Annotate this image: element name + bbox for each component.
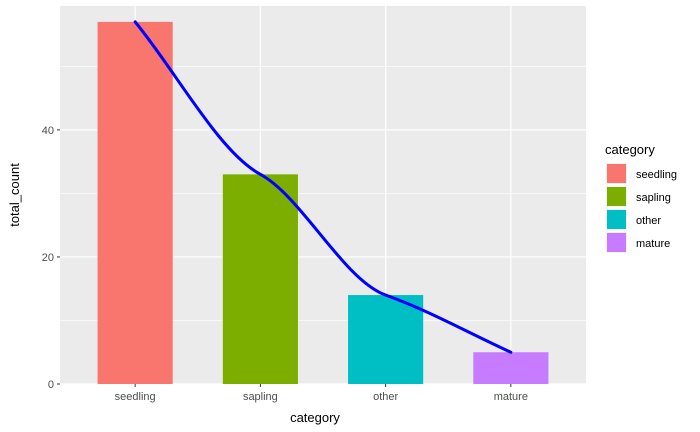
legend-label: other: [636, 215, 661, 227]
x-tick-label: seedling: [115, 391, 156, 403]
y-axis: 0 20 40: [42, 125, 60, 391]
legend-swatch-mature: [607, 233, 626, 252]
legend-swatch-sapling: [607, 187, 626, 206]
legend-label: mature: [636, 238, 670, 250]
legend-swatch-other: [607, 210, 626, 229]
bar-seedling: [97, 21, 173, 384]
smooth-line: [133, 20, 513, 354]
legend-swatch-seedling: [607, 164, 626, 183]
y-tick-label: 40: [42, 125, 54, 137]
x-tick-label: other: [373, 391, 398, 403]
x-axis: seedling sapling other mature: [115, 384, 528, 403]
bar-other: [348, 295, 424, 384]
legend-label: sapling: [636, 192, 671, 204]
legend: category seedling sapling other mature: [605, 142, 677, 253]
x-axis-title: category: [290, 410, 340, 425]
legend-label: seedling: [636, 169, 677, 181]
x-tick-label: mature: [494, 391, 528, 403]
y-axis-title: total_count: [7, 163, 22, 227]
y-tick-label: 0: [48, 379, 54, 391]
x-tick-label: sapling: [243, 391, 278, 403]
y-tick-label: 20: [42, 252, 54, 264]
bar-mature: [473, 352, 549, 384]
legend-title: category: [605, 142, 655, 157]
bar-sapling: [222, 174, 298, 384]
bars: [97, 21, 549, 384]
